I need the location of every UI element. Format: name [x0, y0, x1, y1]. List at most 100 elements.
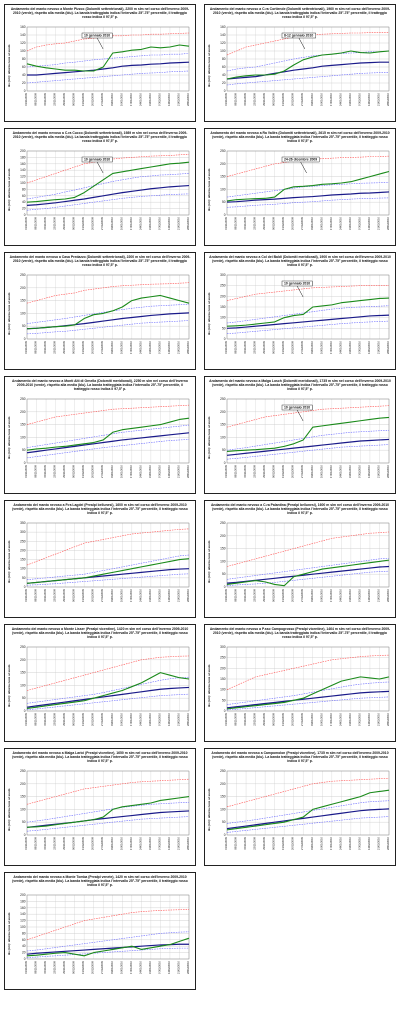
- series-line-p25: [26, 320, 190, 335]
- x-tick-label: 07/02/2010: [357, 216, 361, 230]
- series-line-current: [226, 559, 390, 587]
- x-tick-label: 14/02/2010: [167, 588, 171, 602]
- chart-plot: 0 50 100 150 200 250 01/11/2009 08/11/2009 15/11…: [220, 397, 390, 478]
- x-tick-label: 08/11/2009: [34, 340, 38, 353]
- chart-panel: Andamento del manto nevoso a Monte Lisse…: [4, 624, 196, 742]
- x-tick-label: 29/11/2009: [62, 216, 66, 229]
- y-tick-label: 50: [22, 324, 26, 328]
- x-tick-label: 24/01/2010: [138, 92, 142, 106]
- x-tick-label: 08/11/2009: [34, 712, 38, 725]
- x-tick-label: 17/01/2010: [329, 92, 333, 106]
- x-tick-label: 10/01/2010: [119, 216, 123, 230]
- x-tick-label: 08/11/2009: [234, 712, 238, 725]
- series-line-p75: [26, 53, 190, 68]
- y-tick-label: 150: [20, 671, 26, 675]
- x-tick-label: 01/11/2009: [24, 960, 28, 973]
- x-tick-label: 20/12/2009: [91, 464, 95, 478]
- plot-area: [226, 26, 390, 92]
- x-tick-label: 24/01/2010: [138, 712, 142, 726]
- series-line-mean: [26, 943, 189, 955]
- x-tick-label: 10/01/2010: [319, 340, 323, 354]
- series-line-mean: [27, 61, 190, 76]
- x-tick-label: 15/11/2009: [43, 216, 47, 229]
- x-tick-label: 03/01/2010: [110, 340, 114, 354]
- chart-panel: Andamento del manto nevoso a C.ra Cortie…: [204, 4, 396, 122]
- annotation-text: 8-12 gennaio 2010: [284, 34, 313, 38]
- x-tick-label: 20/12/2009: [91, 960, 95, 974]
- y-tick-label: 100: [20, 311, 26, 315]
- y-tick-label: 20: [22, 81, 26, 85]
- x-tick-label: 01/11/2009: [224, 92, 228, 105]
- y-tick-label: 160: [20, 162, 26, 166]
- y-tick-label: 160: [20, 906, 26, 910]
- x-tick-label: 17/01/2010: [129, 92, 133, 106]
- y-tick-label: 200: [220, 294, 226, 298]
- x-tick-label: 31/01/2010: [148, 588, 152, 602]
- chart-title: Andamento del manto nevoso a Monte Pizzo…: [10, 7, 190, 19]
- x-tick-label: 01/11/2009: [24, 836, 28, 849]
- chart-title: Andamento del manto nevoso a C.ra Cucco …: [12, 131, 188, 143]
- chart-plot: 0 20 40 60 80 100 120 140 160 01/11/2009 08/11/200…: [20, 25, 190, 106]
- plot-area: [226, 770, 390, 836]
- chart-plot: 0 50 100 150 200 250 01/11/2009 08/11/2009 15/11…: [220, 521, 390, 602]
- x-tick-label: 21/02/2010: [176, 92, 180, 106]
- x-tick-label: 15/11/2009: [43, 464, 47, 477]
- x-tick-label: 31/01/2010: [148, 340, 152, 354]
- y-tick-label: 20: [22, 951, 26, 955]
- x-tick-label: 31/01/2010: [148, 960, 152, 974]
- y-tick-label: 180: [20, 155, 26, 159]
- series-line-current: [226, 297, 390, 327]
- x-tick-label: 29/11/2009: [262, 92, 266, 105]
- x-tick-label: 01/11/2009: [224, 836, 228, 849]
- plot-area: [226, 150, 390, 216]
- y-tick-label: 0: [224, 213, 226, 217]
- x-tick-label: 29/11/2009: [62, 92, 66, 105]
- x-tick-label: 22/11/2009: [53, 712, 57, 725]
- x-tick-label: 17/01/2010: [129, 712, 133, 726]
- x-tick-label: 17/01/2010: [329, 464, 333, 478]
- x-tick-label: 28/02/2010: [186, 92, 190, 106]
- x-tick-label: 06/12/2009: [72, 836, 76, 850]
- x-tick-label: 20/12/2009: [291, 836, 295, 850]
- y-tick-label: 40: [22, 73, 26, 77]
- x-tick-label: 20/12/2009: [291, 92, 295, 106]
- x-tick-label: 10/01/2010: [319, 464, 323, 478]
- y-tick-label: 100: [20, 567, 26, 571]
- x-tick-label: 06/12/2009: [72, 340, 76, 354]
- x-tick-label: 31/01/2010: [348, 712, 352, 726]
- chart-panel: Andamento del manto nevoso a Monte Tomba…: [4, 872, 196, 990]
- plot-area: [26, 398, 190, 464]
- x-tick-label: 31/01/2010: [348, 216, 352, 230]
- series-line-p25: [26, 70, 190, 84]
- series-line-current: [226, 676, 390, 710]
- y-tick-label: 50: [22, 448, 26, 452]
- x-tick-label: 29/11/2009: [62, 836, 66, 849]
- x-tick-label: 03/01/2010: [310, 836, 314, 850]
- y-tick-label: 100: [20, 49, 26, 53]
- x-tick-label: 03/01/2010: [310, 712, 314, 726]
- x-tick-label: 10/01/2010: [319, 712, 323, 726]
- y-tick-label: 100: [20, 435, 26, 439]
- annotation-arrow: [296, 409, 304, 422]
- x-tick-label: 29/11/2009: [262, 340, 266, 353]
- x-tick-label: 21/02/2010: [376, 216, 380, 230]
- x-tick-label: 31/01/2010: [148, 712, 152, 726]
- x-tick-label: 01/11/2009: [224, 464, 228, 477]
- x-tick-label: 27/12/2009: [100, 340, 104, 354]
- y-tick-label: 100: [220, 559, 226, 563]
- y-tick-label: 250: [220, 769, 226, 773]
- x-tick-label: 31/01/2010: [148, 92, 152, 106]
- annotation-callout: 8-12 gennaio 2010: [281, 32, 316, 50]
- x-tick-label: 10/01/2010: [119, 588, 123, 602]
- x-tick-label: 28/02/2010: [386, 464, 390, 478]
- x-tick-label: 06/12/2009: [272, 92, 276, 106]
- series-line-current: [26, 161, 190, 203]
- x-tick-label: 07/02/2010: [157, 92, 161, 106]
- x-tick-label: 13/12/2009: [81, 216, 85, 230]
- x-tick-label: 27/12/2009: [100, 960, 104, 974]
- x-tick-label: 21/02/2010: [176, 216, 180, 230]
- annotation-text: 10 gennaio 2010: [284, 406, 310, 410]
- x-tick-label: 20/12/2009: [91, 836, 95, 850]
- x-tick-label: 01/11/2009: [24, 340, 28, 353]
- x-tick-label: 13/12/2009: [81, 464, 85, 478]
